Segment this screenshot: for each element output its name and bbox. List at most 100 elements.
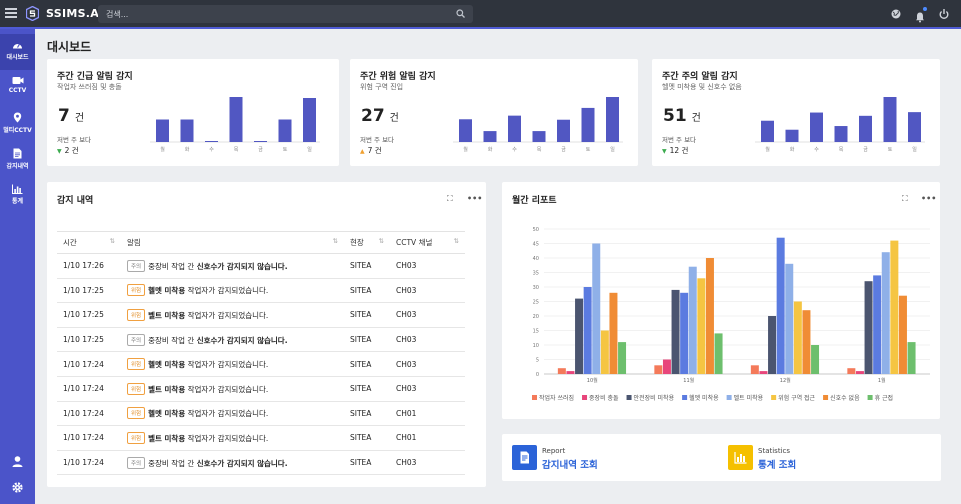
alert-level-badge: 주의	[127, 333, 146, 346]
mini-bar	[883, 97, 897, 142]
alert-text-post: 작업자가 감지되었습니다.	[185, 384, 269, 394]
mini-tick-label: 금	[258, 147, 263, 153]
alert-text-post: 작업자가 감지되었습니다.	[185, 360, 269, 370]
cell-cctv-channel: CH03	[390, 278, 465, 304]
kpi-unit: 건	[691, 113, 701, 124]
sort-icon[interactable]: ⇅	[332, 237, 338, 245]
table-row[interactable]: 1/10 17:25 주의 중장비 작업 간 신호수가 감지되지 않습니다. SITE…	[57, 327, 465, 353]
column-header-alert[interactable]: 알림 ⇅	[121, 231, 344, 254]
legend-entry: 휴 근접	[875, 394, 893, 402]
cell-alert: 위험 벨트 미착용 작업자가 감지되었습니다.	[121, 425, 344, 451]
alert-text-post: 작업자가 감지되었습니다.	[185, 409, 269, 419]
table-row[interactable]: 1/10 17:25 위험 헬멧 미착용 작업자가 감지되었습니다. SITEA CH0…	[57, 278, 465, 304]
mini-bar	[785, 129, 799, 142]
table-row[interactable]: 1/10 17:24 위험 벨트 미착용 작업자가 감지되었습니다. SITEA CH0…	[57, 376, 465, 402]
table-row[interactable]: 1/10 17:24 위험 헬멧 미착용 작업자가 감지되었습니다. SITEA CH0…	[57, 401, 465, 427]
sidebar-item-dashboard[interactable]: 대시보드	[0, 34, 35, 70]
statistics-link-button[interactable]: Statistics 통계 조회	[728, 445, 888, 471]
notification-bell-icon[interactable]	[914, 7, 927, 23]
alert-text-post: 작업자가 감지되었습니다.	[185, 286, 269, 296]
more-options-icon[interactable]: •••	[467, 194, 483, 203]
statistics-icon	[728, 445, 753, 470]
bar	[881, 252, 890, 374]
cell-site: SITEA	[344, 327, 390, 353]
bar	[759, 371, 768, 374]
cell-time: 1/10 17:25	[57, 278, 121, 304]
bar	[855, 371, 864, 374]
kpi-delta: ▲ 7 건	[360, 146, 382, 155]
y-tick-label: 40	[533, 256, 539, 262]
mini-tick-label: 수	[209, 147, 214, 153]
settings-gear-icon[interactable]	[11, 481, 24, 494]
bar	[609, 292, 618, 374]
mini-tick-label: 목	[839, 147, 844, 153]
more-options-icon[interactable]: •••	[921, 194, 937, 203]
top-bar: SSIMS.AI	[0, 0, 961, 29]
cell-alert: 위험 벨트 미착용 작업자가 감지되었습니다.	[121, 376, 344, 402]
sidebar-item-statistics[interactable]: 통계	[0, 178, 35, 214]
cell-cctv-channel: CH01	[390, 401, 465, 427]
column-header-site[interactable]: 현장 ⇅	[344, 231, 390, 254]
sidebar-item-multi-cctv[interactable]: 멀티CCTV	[0, 106, 35, 142]
expand-icon[interactable]: ⛶	[447, 194, 453, 203]
alert-text-bold: 헬멧 미착용	[148, 409, 186, 419]
globe-icon[interactable]	[890, 8, 902, 20]
sort-icon[interactable]: ⇅	[109, 237, 115, 245]
statistics-kicker: Statistics	[758, 447, 790, 455]
table-row[interactable]: 1/10 17:25 위험 벨트 미착용 작업자가 감지되었습니다. SITEA CH0…	[57, 302, 465, 328]
alert-text-bold: 벨트 미착용	[148, 310, 186, 320]
cell-site: SITEA	[344, 425, 390, 451]
sidebar-item-cctv[interactable]: CCTV	[0, 70, 35, 106]
mini-bar	[532, 131, 546, 142]
kpi-card-caution: 주간 주의 알림 감지 헬멧 미착용 및 신호수 없음 51 건 저번 주 보다 …	[652, 59, 940, 166]
delta-up-arrow-icon: ▲	[360, 148, 365, 155]
power-icon[interactable]	[938, 8, 950, 20]
legend-swatch	[867, 395, 873, 400]
mini-tick-label: 월	[160, 146, 165, 153]
cell-cctv-channel: CH03	[390, 327, 465, 353]
sort-icon[interactable]: ⇅	[453, 237, 459, 245]
cell-cctv-channel: CH01	[390, 425, 465, 451]
app-name: SSIMS.AI	[46, 7, 104, 20]
cell-time: 1/10 17:25	[57, 327, 121, 353]
legend-entry: 안전장비 미착용	[634, 394, 675, 402]
table-row[interactable]: 1/10 17:24 위험 헬멧 미착용 작업자가 감지되었습니다. SITEA CH0…	[57, 351, 465, 377]
y-tick-label: 35	[533, 271, 539, 277]
search-icon[interactable]	[456, 9, 465, 18]
cell-time: 1/10 17:26	[57, 253, 121, 279]
legend-swatch	[582, 395, 588, 400]
cell-cctv-channel: CH03	[390, 351, 465, 377]
column-header-cctv-channel[interactable]: CCTV 채널 ⇅	[390, 231, 465, 254]
sidebar-item-detection-history[interactable]: 감지내역	[0, 142, 35, 178]
hamburger-menu-icon[interactable]	[5, 8, 17, 18]
bar	[671, 289, 680, 374]
expand-icon[interactable]: ⛶	[902, 194, 908, 203]
bar	[768, 316, 777, 374]
user-icon[interactable]	[11, 455, 24, 468]
bar	[793, 301, 802, 374]
report-label: 감지내역 조회	[542, 460, 598, 471]
bar	[802, 310, 811, 374]
cell-time: 1/10 17:24	[57, 450, 121, 476]
mini-tick-label: 화	[790, 147, 795, 153]
column-header-time[interactable]: 시간 ⇅	[57, 231, 121, 254]
search-input[interactable]	[106, 7, 446, 21]
mini-tick-label: 일	[307, 146, 312, 153]
y-tick-label: 10	[533, 343, 539, 349]
x-tick-label: 12월	[780, 377, 791, 384]
sort-icon[interactable]: ⇅	[378, 237, 384, 245]
alert-text-post: 작업자가 감지되었습니다.	[185, 310, 269, 320]
kpi-subtitle: 작업자 쓰러짐 및 충돌	[57, 83, 122, 91]
table-row[interactable]: 1/10 17:24 위험 벨트 미착용 작업자가 감지되었습니다. SITEA CH0…	[57, 425, 465, 451]
table-row[interactable]: 1/10 17:26 주의 중장비 작업 간 신호수가 감지되지 않습니다. SITE…	[57, 253, 465, 279]
alert-text-bold: 신호수가 감지되지 않습니다.	[196, 335, 288, 345]
report-link-button[interactable]: Report 감지내역 조회	[512, 445, 672, 471]
sidebar-item-label: CCTV	[8, 87, 27, 94]
kpi-compare-label: 저번 주 보다	[57, 136, 92, 144]
table-row[interactable]: 1/10 17:24 주의 중장비 작업 간 신호수가 감지되지 않습니다. SITE…	[57, 450, 465, 476]
alert-level-badge: 위험	[127, 431, 146, 444]
alert-level-badge: 위험	[127, 284, 146, 297]
legend-entry: 중장비 충돌	[589, 394, 619, 402]
